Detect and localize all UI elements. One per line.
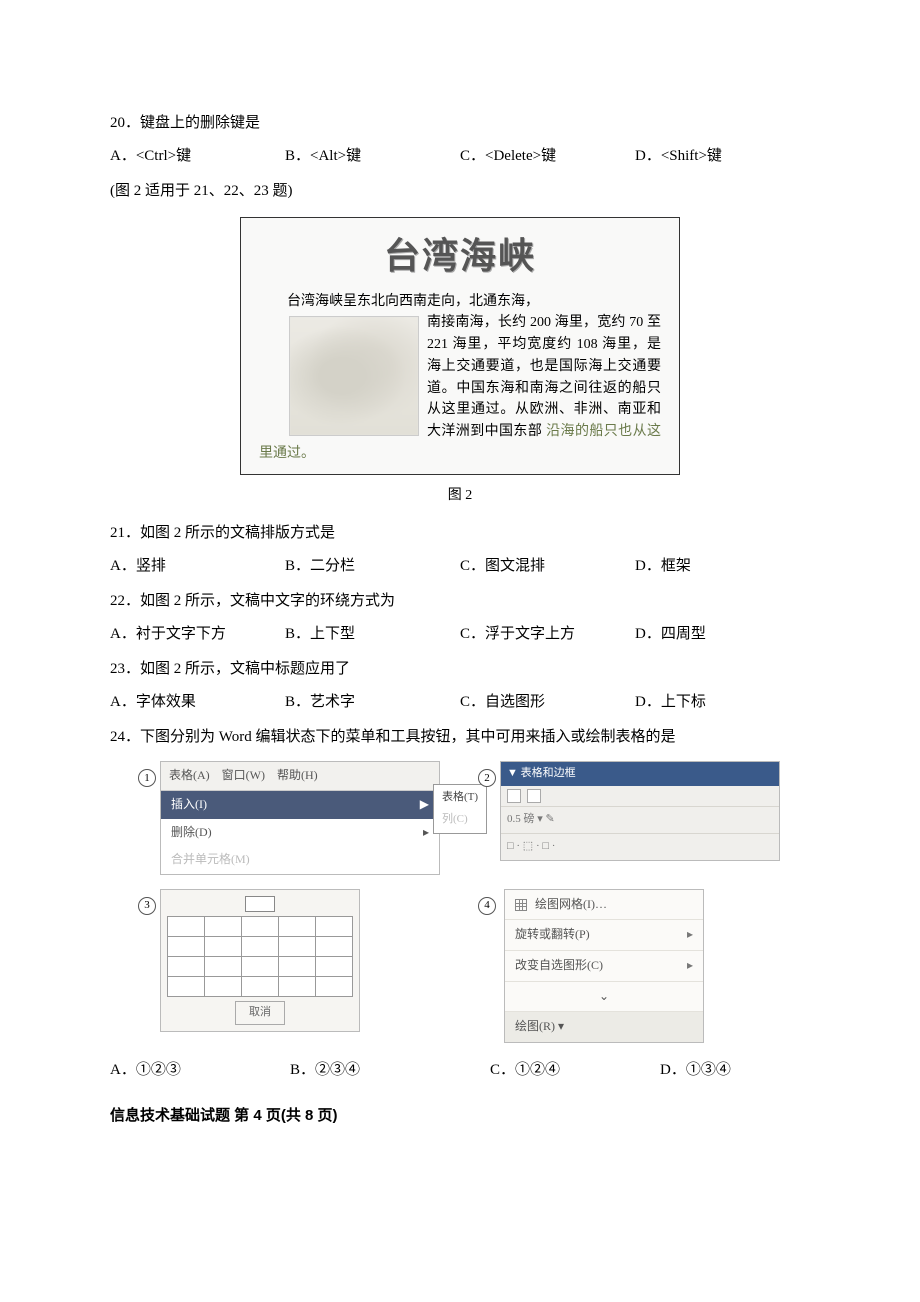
q24-cell-3: 3 取消 — [140, 889, 440, 1043]
figure-2-caption: 图 2 — [110, 483, 810, 508]
q21-opt-d: D．框架 — [635, 553, 810, 580]
circle-2: 2 — [478, 769, 496, 787]
draw4-grid: 绘图网格(I)… — [505, 890, 703, 921]
menu1-merge-label: 合并单元格(M) — [171, 849, 250, 871]
q22-opt-a: A．衬于文字下方 — [110, 621, 285, 648]
arrow-right-icon: ▶ — [420, 794, 429, 816]
question-21: 21．如图 2 所示的文稿排版方式是 A．竖排 B．二分栏 C．图文混排 D．框… — [110, 520, 810, 580]
figure-2-image — [289, 316, 419, 436]
figure-2-box: 台湾海峡 台湾海峡呈东北向西南走向，北通东海， 南接南海，长约 200 海里，宽… — [240, 217, 680, 475]
q24-grid-3: 取消 — [160, 889, 360, 1032]
menu1-sub-table: 表格(T) — [440, 787, 480, 809]
q22-opt-c: C．浮于文字上方 — [460, 621, 635, 648]
question-22: 22．如图 2 所示，文稿中文字的环绕方式为 A．衬于文字下方 B．上下型 C．… — [110, 588, 810, 648]
q24-opt-c: C．①②④ — [490, 1057, 660, 1084]
note-21-23: (图 2 适用于 21、22、23 题) — [110, 178, 810, 205]
menu1-subpop: 表格(T) 列(C) — [433, 784, 487, 834]
menu1-drop: 插入(I) ▶ 删除(D) ▸ 合并单元格(M) — [161, 791, 439, 874]
figure-2-line1: 台湾海峡呈东北向西南走向，北通东海， — [287, 294, 539, 309]
menu1-insert-label: 插入(I) — [171, 794, 207, 816]
q24-row-2: 3 取消 4 绘图网格(I)… 旋转或翻转(P) — [140, 889, 780, 1043]
question-24: 24．下图分别为 Word 编辑状态下的菜单和工具按钮，其中可用来插入或绘制表格… — [110, 724, 810, 1083]
tb2-row3: □ · ⬚ · □ · — [501, 834, 779, 860]
q20-text: 20．键盘上的删除键是 — [110, 110, 810, 137]
chevron-down-icon: ⌄ — [599, 986, 609, 1008]
question-20: 20．键盘上的删除键是 A．<Ctrl>键 B．<Alt>键 C．<Delete… — [110, 110, 810, 170]
menu1-delete: 删除(D) ▸ — [161, 819, 439, 847]
pencil-icon — [507, 789, 521, 803]
q20-options: A．<Ctrl>键 B．<Alt>键 C．<Delete>键 D．<Shift>… — [110, 143, 810, 170]
q24-cell-4: 4 绘图网格(I)… 旋转或翻转(P) ▸ 改变自选图形(C) ▸ ⌄ — [480, 889, 780, 1043]
q21-opt-c: C．图文混排 — [460, 553, 635, 580]
tb2-row1 — [501, 786, 779, 807]
draw4-draw-label: 绘图(R) ▾ — [515, 1016, 564, 1038]
grid3-table — [167, 916, 353, 997]
q22-options: A．衬于文字下方 B．上下型 C．浮于文字上方 D．四周型 — [110, 621, 810, 648]
figure-2-body: 台湾海峡呈东北向西南走向，北通东海， 南接南海，长约 200 海里，宽约 70 … — [259, 291, 661, 465]
eraser-icon — [527, 789, 541, 803]
tb2-row2: 0.5 磅 ▾ ✎ — [501, 807, 779, 834]
draw4-rotate: 旋转或翻转(P) ▸ — [505, 920, 703, 951]
circle-4: 4 — [478, 897, 496, 915]
page-footer: 信息技术基础试题 第 4 页(共 8 页) — [110, 1102, 810, 1129]
figure-2-title: 台湾海峡 — [259, 224, 661, 289]
q20-opt-b: B．<Alt>键 — [285, 143, 460, 170]
q20-opt-d: D．<Shift>键 — [635, 143, 810, 170]
circle-1: 1 — [138, 769, 156, 787]
q22-opt-d: D．四周型 — [635, 621, 810, 648]
q23-opt-a: A．字体效果 — [110, 689, 285, 716]
menu1-insert: 插入(I) ▶ — [161, 791, 439, 819]
draw4-change: 改变自选图形(C) ▸ — [505, 951, 703, 982]
q21-opt-a: A．竖排 — [110, 553, 285, 580]
menu1-merge: 合并单元格(M) — [161, 846, 439, 874]
arrow-right-icon: ▸ — [423, 822, 429, 844]
arrow-right-icon: ▸ — [687, 924, 693, 946]
draw4-rotate-label: 旋转或翻转(P) — [515, 924, 590, 946]
q24-row-1: 1 表格(A) 窗口(W) 帮助(H) 插入(I) ▶ 删除(D) ▸ — [140, 761, 780, 874]
q21-text: 21．如图 2 所示的文稿排版方式是 — [110, 520, 810, 547]
q23-text: 23．如图 2 所示，文稿中标题应用了 — [110, 656, 810, 683]
q24-draw-menu-4: 绘图网格(I)… 旋转或翻转(P) ▸ 改变自选图形(C) ▸ ⌄ 绘图(R) … — [504, 889, 704, 1043]
q24-text: 24．下图分别为 Word 编辑状态下的菜单和工具按钮，其中可用来插入或绘制表格… — [110, 724, 810, 751]
q22-text: 22．如图 2 所示，文稿中文字的环绕方式为 — [110, 588, 810, 615]
question-23: 23．如图 2 所示，文稿中标题应用了 A．字体效果 B．艺术字 C．自选图形 … — [110, 656, 810, 716]
q20-opt-a: A．<Ctrl>键 — [110, 143, 285, 170]
grid3-cancel: 取消 — [235, 1001, 285, 1025]
menu1-delete-label: 删除(D) — [171, 822, 212, 844]
circle-3: 3 — [138, 897, 156, 915]
figure-2-body-text: 南接南海，长约 200 海里，宽约 70 至 221 海里，平均宽度约 108 … — [427, 315, 661, 438]
q24-toolbar-2: ▼ 表格和边框 0.5 磅 ▾ ✎ □ · ⬚ · □ · — [500, 761, 780, 860]
arrow-right-icon: ▸ — [687, 955, 693, 977]
q23-opt-b: B．艺术字 — [285, 689, 460, 716]
q24-options: A．①②③ B．②③④ C．①②④ D．①③④ — [110, 1057, 810, 1084]
q24-cell-2: 2 ▼ 表格和边框 0.5 磅 ▾ ✎ □ · ⬚ · □ · — [480, 761, 780, 874]
q22-opt-b: B．上下型 — [285, 621, 460, 648]
draw4-down: ⌄ — [505, 982, 703, 1013]
grid3-top — [245, 896, 275, 912]
q24-opt-b: B．②③④ — [290, 1057, 490, 1084]
q24-opt-d: D．①③④ — [660, 1057, 810, 1084]
draw4-change-label: 改变自选图形(C) — [515, 955, 603, 977]
q23-opt-c: C．自选图形 — [460, 689, 635, 716]
draw4-grid-label: 绘图网格(I)… — [535, 894, 607, 916]
menu1-bar-w: 窗口(W) — [222, 765, 265, 787]
q24-cell-1: 1 表格(A) 窗口(W) 帮助(H) 插入(I) ▶ 删除(D) ▸ — [140, 761, 440, 874]
menu1-bar-a: 表格(A) — [169, 765, 210, 787]
draw4-draw: 绘图(R) ▾ — [505, 1012, 703, 1042]
tb2-title: ▼ 表格和边框 — [501, 762, 779, 786]
q23-opt-d: D．上下标 — [635, 689, 810, 716]
q24-opt-a: A．①②③ — [110, 1057, 290, 1084]
menu1-sub-col: 列(C) — [440, 809, 480, 831]
menu1-bar-h: 帮助(H) — [277, 765, 318, 787]
q21-opt-b: B．二分栏 — [285, 553, 460, 580]
q23-options: A．字体效果 B．艺术字 C．自选图形 D．上下标 — [110, 689, 810, 716]
grid-icon — [515, 899, 527, 911]
q21-options: A．竖排 B．二分栏 C．图文混排 D．框架 — [110, 553, 810, 580]
q20-opt-c: C．<Delete>键 — [460, 143, 635, 170]
q24-menu-1: 表格(A) 窗口(W) 帮助(H) 插入(I) ▶ 删除(D) ▸ 合并单元格(… — [160, 761, 440, 874]
menu1-bar: 表格(A) 窗口(W) 帮助(H) — [161, 762, 439, 791]
